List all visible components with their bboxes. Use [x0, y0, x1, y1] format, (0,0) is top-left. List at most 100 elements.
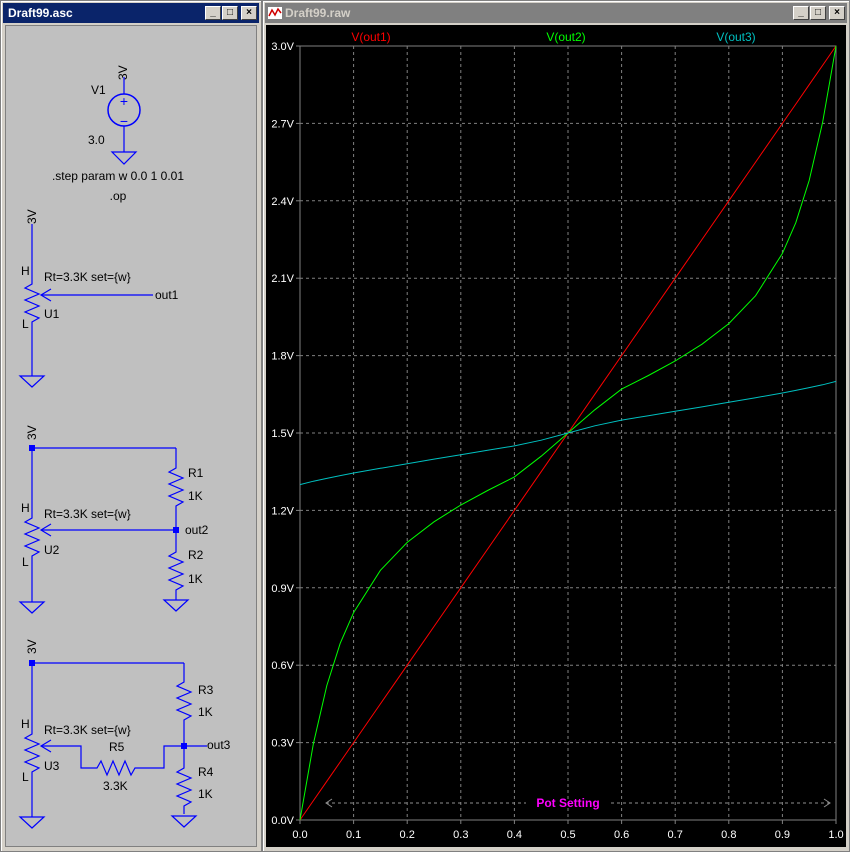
y-tick-label: 2.4V: [271, 196, 294, 208]
wiper-arrow-icon: [39, 739, 52, 753]
r4-value: 1K: [198, 787, 213, 801]
resistor-r1[interactable]: [167, 464, 185, 514]
close-button[interactable]: ×: [829, 6, 845, 20]
potentiometer-u1[interactable]: [23, 280, 41, 330]
circuit-3: [18, 660, 207, 829]
schematic-titlebar[interactable]: Draft99.asc _ □ ×: [3, 3, 259, 23]
ground-icon: [162, 599, 190, 612]
junction-dot: [173, 527, 179, 533]
y-tick-label: 1.2V: [271, 505, 294, 517]
circuit-1: [18, 224, 153, 388]
y-tick-label: 1.8V: [271, 351, 294, 363]
schematic-canvas[interactable]: + − 3V V1 3.0 .step param w 0.0 1 0.01 .…: [5, 25, 257, 847]
pin-h-label-1: H: [21, 264, 30, 278]
arrow-right-icon: [823, 798, 831, 808]
op-directive[interactable]: .op: [110, 189, 127, 203]
x-axis-label[interactable]: Pot Setting: [536, 796, 599, 810]
voltage-source-v1[interactable]: + −: [107, 77, 141, 165]
y-tick-label: 0.0V: [271, 815, 294, 827]
resistor-r5[interactable]: [93, 759, 141, 777]
arrow-left-icon: [325, 798, 333, 808]
r3-name: R3: [198, 683, 214, 697]
net-label-out2[interactable]: out2: [185, 523, 209, 537]
net-label-out3[interactable]: out3: [207, 738, 231, 752]
maximize-button[interactable]: □: [222, 6, 238, 20]
y-tick-label: 0.6V: [271, 660, 294, 672]
junction-dot: [29, 445, 35, 451]
schematic-title: Draft99.asc: [8, 6, 73, 20]
x-tick-label: 0.6: [614, 829, 629, 841]
pin-l-label-2: L: [22, 555, 29, 569]
resistor-r4[interactable]: [175, 764, 193, 814]
waveform-icon: [268, 7, 282, 19]
ground-icon: [18, 816, 46, 829]
ground-icon: [110, 151, 138, 165]
x-tick-label: 1.0: [828, 829, 843, 841]
maximize-button[interactable]: □: [810, 6, 826, 20]
waveform-title: Draft99.raw: [285, 6, 351, 20]
pot-param-3[interactable]: Rt=3.3K set={w}: [44, 723, 131, 737]
pot-name-3: U3: [44, 759, 60, 773]
x-tick-label: 0.0: [292, 829, 307, 841]
step-directive[interactable]: .step param w 0.0 1 0.01: [52, 169, 184, 183]
waveform-titlebar[interactable]: Draft99.raw _ □ ×: [265, 3, 847, 23]
r3-value: 1K: [198, 705, 213, 719]
y-tick-label: 2.1V: [271, 273, 294, 285]
x-tick-label: 0.1: [346, 829, 361, 841]
schematic-window[interactable]: Draft99.asc _ □ × + − 3V V1 3.0: [0, 0, 262, 852]
wiper-arrow-icon: [39, 523, 52, 537]
r5-name: R5: [109, 740, 125, 754]
r5-value: 3.3K: [103, 779, 128, 793]
supply-label-1: 3V: [25, 209, 39, 224]
y-tick-label: 0.3V: [271, 738, 294, 750]
trace-label[interactable]: V(out3): [716, 30, 755, 44]
r4-name: R4: [198, 765, 214, 779]
v1-name: V1: [91, 83, 106, 97]
r2-name: R2: [188, 548, 204, 562]
trace-vout3[interactable]: [299, 380, 837, 486]
x-tick-label: 0.9: [775, 829, 790, 841]
circuit-2: [18, 445, 190, 614]
r2-value: 1K: [188, 572, 203, 586]
grid: [300, 46, 836, 820]
y-tick-label: 1.5V: [271, 428, 294, 440]
x-tick-label: 0.2: [400, 829, 415, 841]
x-tick-label: 0.7: [668, 829, 683, 841]
pin-h-label-2: H: [21, 501, 30, 515]
resistor-r3[interactable]: [175, 678, 193, 728]
x-tick-label: 0.4: [507, 829, 522, 841]
ground-icon: [18, 375, 46, 388]
svg-text:+: +: [120, 93, 128, 109]
supply-label-3: 3V: [25, 639, 39, 654]
r1-name: R1: [188, 466, 204, 480]
pot-name-1: U1: [44, 307, 60, 321]
pot-name-2: U2: [44, 543, 60, 557]
waveform-plot-area[interactable]: 0.0 0.1 0.2 0.3 0.4 0.5 0.6 0.7 0.8 0.9 1.0 0.0V 0.3…: [266, 25, 846, 847]
pot-param-1[interactable]: Rt=3.3K set={w}: [44, 270, 131, 284]
junction-dot: [29, 660, 35, 666]
ground-icon: [170, 815, 198, 828]
close-button[interactable]: ×: [241, 6, 257, 20]
minimize-button[interactable]: _: [793, 6, 809, 20]
pin-l-label-1: L: [22, 317, 29, 331]
traces: [299, 45, 837, 821]
supply-label-2: 3V: [25, 425, 39, 440]
waveform-chart[interactable]: 0.0 0.1 0.2 0.3 0.4 0.5 0.6 0.7 0.8 0.9 1.0 0.0V 0.3…: [266, 25, 848, 849]
net-label-out1[interactable]: out1: [155, 288, 179, 302]
trace-label[interactable]: V(out1): [351, 30, 390, 44]
pot-param-2[interactable]: Rt=3.3K set={w}: [44, 507, 131, 521]
waveform-window[interactable]: Draft99.raw _ □ × 0.0 0.1 0.2 0.3 0.4 0.5 0.6 0…: [262, 0, 850, 852]
schematic-drawing: + − 3V V1 3.0 .step param w 0.0 1 0.01 .…: [18, 65, 231, 829]
ground-icon: [18, 601, 46, 614]
y-tick-label: 3.0V: [271, 41, 294, 53]
potentiometer-u2[interactable]: [23, 514, 41, 564]
potentiometer-u3[interactable]: [23, 730, 41, 780]
y-tick-label: 0.9V: [271, 583, 294, 595]
resistor-r2[interactable]: [167, 548, 185, 600]
trace-label[interactable]: V(out2): [546, 30, 585, 44]
trace-labels: V(out1) V(out2) V(out3): [351, 30, 755, 44]
svg-text:−: −: [120, 113, 128, 129]
axes: 0.0 0.1 0.2 0.3 0.4 0.5 0.6 0.7 0.8 0.9 1.0 0.0V 0.3…: [271, 41, 843, 841]
wiper-arrow-icon: [39, 288, 52, 302]
minimize-button[interactable]: _: [205, 6, 221, 20]
